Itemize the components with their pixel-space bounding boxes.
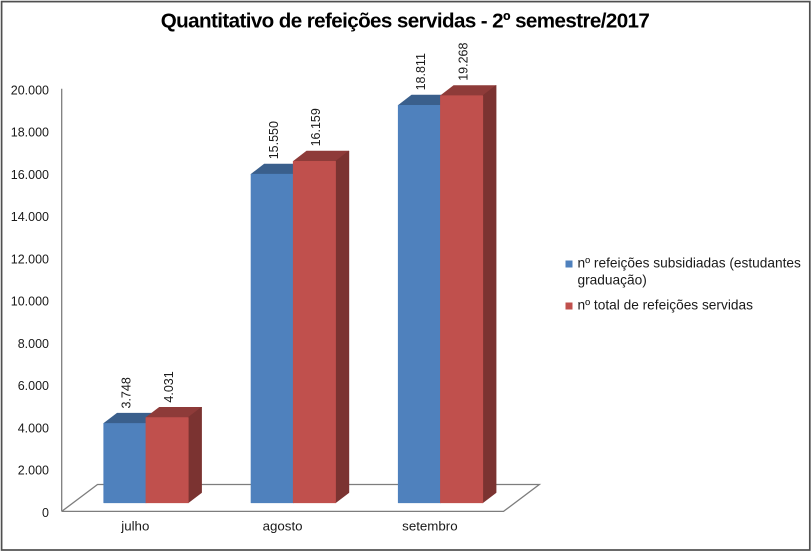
svg-text:8.000: 8.000 <box>18 337 49 351</box>
svg-text:2.000: 2.000 <box>18 464 49 478</box>
svg-text:agosto: agosto <box>263 519 303 534</box>
svg-text:Quantitativo de refeições serv: Quantitativo de refeições servidas - 2º … <box>161 9 650 32</box>
svg-text:graduação): graduação) <box>578 273 647 288</box>
svg-text:julho: julho <box>120 519 149 534</box>
svg-text:setembro: setembro <box>402 519 457 534</box>
svg-text:4.000: 4.000 <box>18 421 49 435</box>
svg-text:15.550: 15.550 <box>267 121 281 159</box>
svg-text:4.031: 4.031 <box>162 371 176 402</box>
svg-text:14.000: 14.000 <box>11 210 49 224</box>
svg-text:nº refeições subsidiadas (estu: nº refeições subsidiadas (estudantes <box>578 256 802 271</box>
svg-text:nº total de refeições servidas: nº total de refeições servidas <box>578 298 754 313</box>
svg-text:0: 0 <box>42 506 49 520</box>
svg-text:12.000: 12.000 <box>11 252 49 266</box>
svg-text:20.000: 20.000 <box>11 83 49 97</box>
svg-text:6.000: 6.000 <box>18 379 49 393</box>
svg-text:18.000: 18.000 <box>11 126 49 140</box>
svg-text:3.748: 3.748 <box>120 377 134 408</box>
svg-text:16.000: 16.000 <box>11 168 49 182</box>
svg-text:10.000: 10.000 <box>11 295 49 309</box>
svg-text:18.811: 18.811 <box>414 53 428 90</box>
svg-text:19.268: 19.268 <box>456 43 470 81</box>
svg-text:16.159: 16.159 <box>309 108 323 146</box>
